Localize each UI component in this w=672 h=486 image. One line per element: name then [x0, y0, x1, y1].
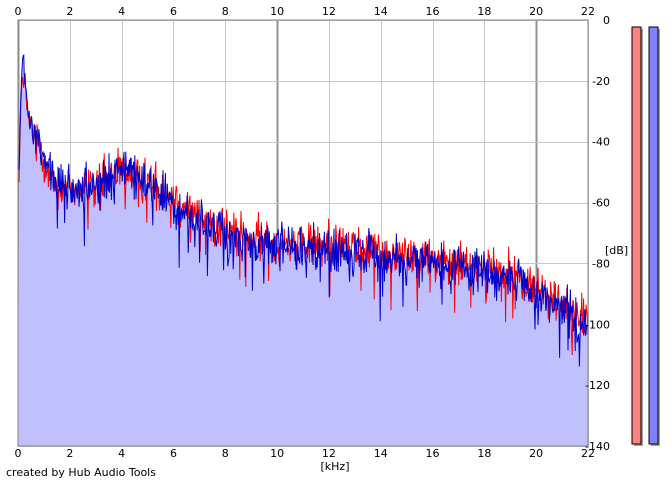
- x-tick-label-top: 2: [66, 5, 73, 18]
- x-tick-label-top: 20: [529, 5, 543, 18]
- meter-left-bar: [631, 26, 642, 445]
- x-tick-label: 20: [529, 447, 543, 460]
- x-tick-label-top: 22: [581, 5, 595, 18]
- x-tick-label: 18: [477, 447, 491, 460]
- x-tick-label: 14: [374, 447, 388, 460]
- x-tick-label: 16: [426, 447, 440, 460]
- x-tick-label-top: 16: [426, 5, 440, 18]
- x-tick-label-top: 8: [222, 5, 229, 18]
- x-tick-label-top: 14: [374, 5, 388, 18]
- y-axis-label: [dB]: [605, 244, 628, 257]
- x-tick-label: 4: [118, 447, 125, 460]
- credit-text: created by Hub Audio Tools: [6, 466, 156, 479]
- x-tick-label-top: 18: [477, 5, 491, 18]
- y-tick-label: -20: [592, 75, 610, 88]
- y-tick-label: -140: [585, 440, 610, 453]
- series-layer: [18, 54, 589, 446]
- meter-right-bar: [648, 26, 659, 445]
- x-axis-bottom-ticks: 0 2 4 6 8 10 12 14 16 18 20 22: [15, 447, 596, 460]
- y-tick-label: -120: [585, 379, 610, 392]
- series-left-channel-line: [18, 77, 589, 356]
- y-tick-label: 0: [603, 14, 610, 27]
- x-tick-label-top: 0: [15, 5, 22, 18]
- x-tick-label: 2: [66, 447, 73, 460]
- x-tick-label: 8: [222, 447, 229, 460]
- x-axis-label: [kHz]: [321, 460, 350, 473]
- x-tick-label: 0: [15, 447, 22, 460]
- y-tick-label: -100: [585, 318, 610, 331]
- x-tick-label: 22: [581, 447, 595, 460]
- plot-border: [17, 19, 589, 447]
- y-tick-label: -40: [592, 136, 610, 149]
- level-meters: [631, 26, 660, 446]
- y-tick-label: -60: [592, 197, 610, 210]
- x-tick-label-top: 10: [270, 5, 284, 18]
- series-right-channel-line: [18, 54, 589, 367]
- x-axis-top-ticks: 0 2 4 6 8 10 12 14 16 18 20 22: [15, 5, 596, 18]
- y-axis-ticks: 0 -20 -40 -60 -80 -100 -120 -140: [585, 14, 610, 453]
- x-tick-label-top: 6: [170, 5, 177, 18]
- x-tick-label-top: 4: [118, 5, 125, 18]
- y-tick-label: -80: [592, 257, 610, 270]
- x-tick-label: 12: [322, 447, 336, 460]
- x-tick-label: 6: [170, 447, 177, 460]
- x-tick-label: 10: [270, 447, 284, 460]
- x-tick-label-top: 12: [322, 5, 336, 18]
